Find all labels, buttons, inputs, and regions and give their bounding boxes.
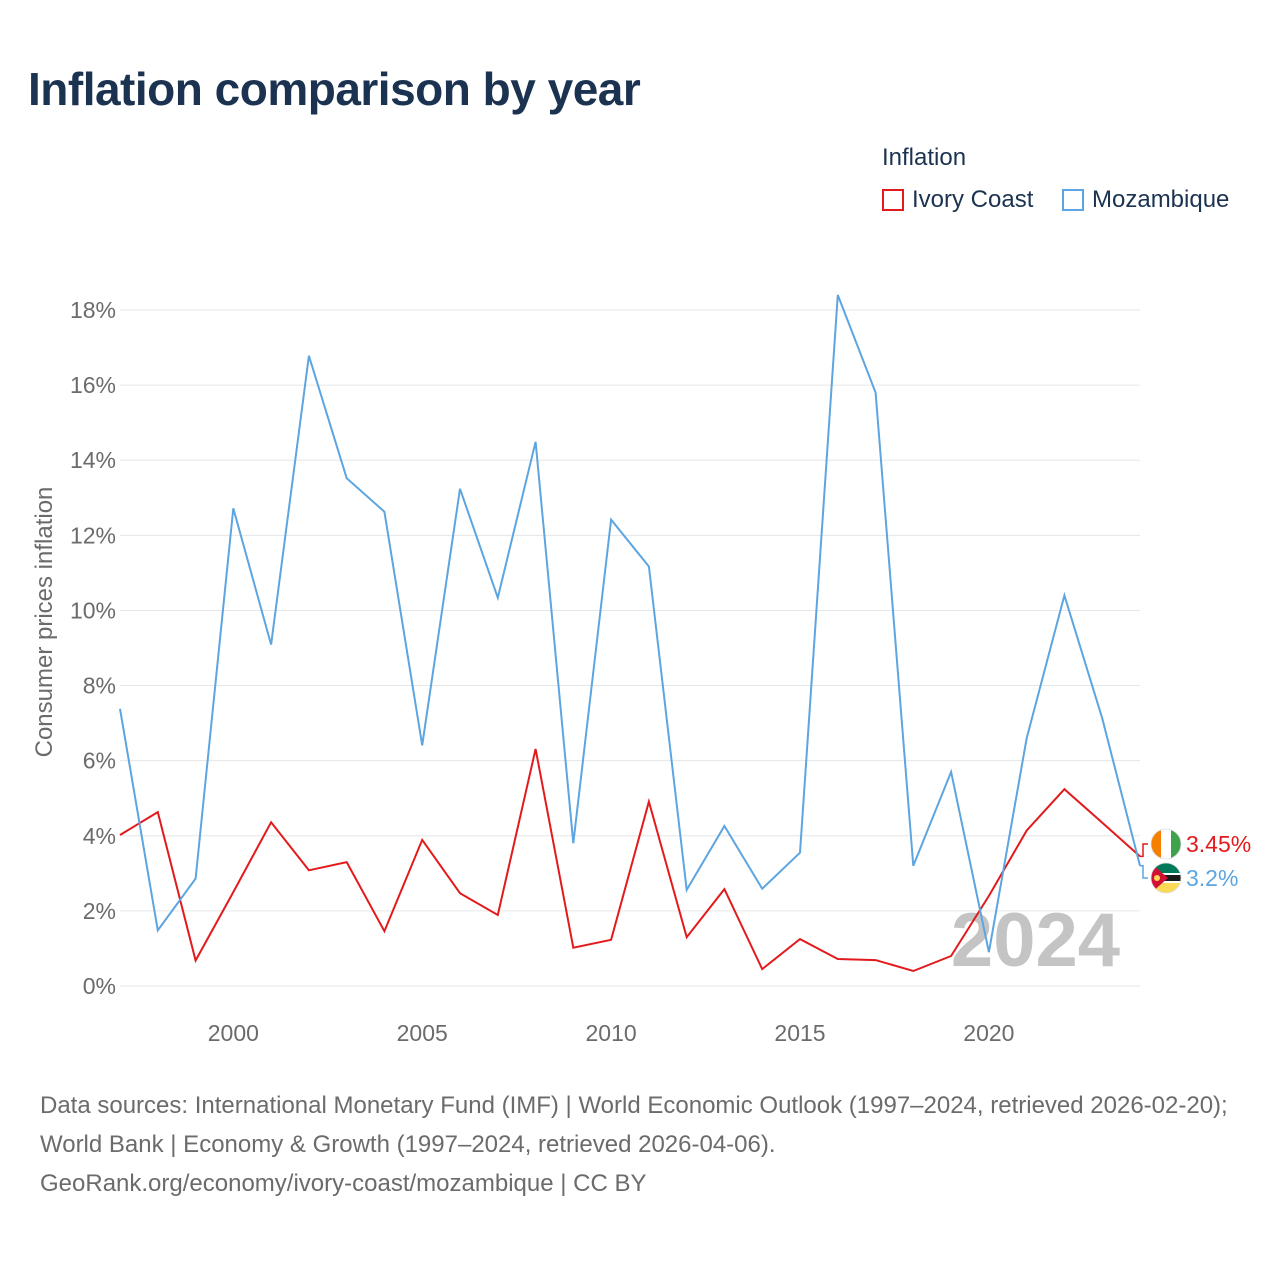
- series-line-ivory-coast[interactable]: [119, 748, 1141, 973]
- gridlines: [120, 309, 1140, 987]
- end-labels: 3.45% 3.2%: [1140, 828, 1251, 894]
- mozambique-flag-icon: [1151, 863, 1181, 893]
- source-note: Data sources: International Monetary Fun…: [40, 1086, 1250, 1203]
- y-tick-label: 18%: [70, 297, 116, 323]
- y-tick-label: 8%: [83, 673, 116, 699]
- x-tick-label: 2000: [208, 1020, 259, 1046]
- chart-title: Inflation comparison by year: [28, 63, 641, 115]
- y-tick-label: 4%: [83, 823, 116, 849]
- year-watermark: 2024: [951, 898, 1120, 983]
- legend-swatch-mozambique: [1062, 189, 1084, 211]
- source-text: Data sources: International Monetary Fun…: [40, 1092, 1228, 1158]
- x-tick-label: 2015: [774, 1020, 825, 1046]
- x-tick-label: 2005: [397, 1020, 448, 1046]
- series-line-mozambique[interactable]: [119, 294, 1141, 953]
- source-link[interactable]: GeoRank.org/economy/ivory-coast/mozambiq…: [40, 1170, 647, 1197]
- end-label-mozambique: 3.2%: [1186, 865, 1238, 891]
- y-tick-label: 16%: [70, 372, 116, 398]
- legend-title: Inflation: [882, 144, 967, 171]
- y-axis-label: Consumer prices inflation: [31, 487, 58, 758]
- y-tick-label: 14%: [70, 447, 116, 473]
- y-axis-ticks: 0% 2% 4% 6% 8% 10% 12% 14% 16% 18%: [70, 297, 116, 999]
- series-lines: [119, 294, 1141, 973]
- x-tick-label: 2020: [963, 1020, 1014, 1046]
- x-tick-label: 2010: [586, 1020, 637, 1046]
- end-label-connector: [1140, 843, 1148, 858]
- end-label-ivory-coast: 3.45%: [1186, 831, 1251, 857]
- legend-item-mozambique[interactable]: Mozambique: [1062, 186, 1229, 214]
- y-tick-label: 6%: [83, 748, 116, 774]
- x-axis-ticks: 2000 2005 2010 2015 2020: [208, 1020, 1015, 1046]
- legend-item-ivory-coast[interactable]: Ivory Coast: [882, 186, 1033, 214]
- y-tick-label: 2%: [83, 898, 116, 924]
- legend-label-mozambique: Mozambique: [1092, 186, 1230, 213]
- line-chart: 2024 0%2%4%6%8%10%12%14%16%18% 2000 2005 2…: [31, 294, 1251, 1046]
- end-label-connector: [1140, 865, 1148, 879]
- legend-label-ivory-coast: Ivory Coast: [912, 186, 1034, 213]
- ivory-coast-flag-icon: [1151, 829, 1181, 859]
- y-tick-label: 0%: [83, 973, 116, 999]
- y-tick-label: 12%: [70, 522, 116, 548]
- y-tick-label: 10%: [70, 597, 116, 623]
- legend-swatch-ivory-coast: [882, 189, 904, 211]
